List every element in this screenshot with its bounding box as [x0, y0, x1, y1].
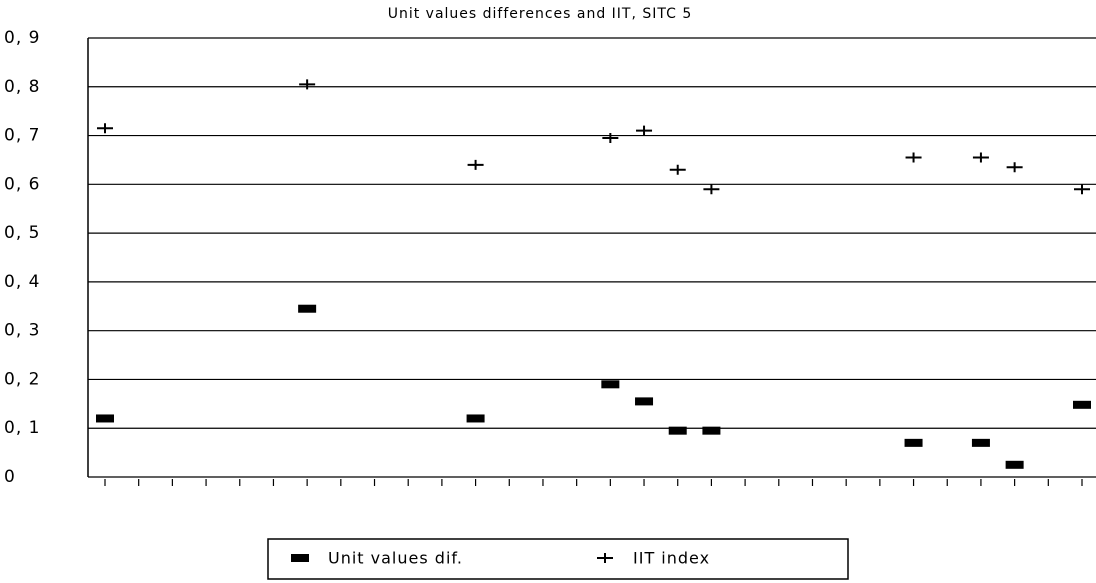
marker — [1073, 400, 1091, 409]
marker — [669, 164, 686, 175]
marker — [905, 152, 922, 163]
marker — [298, 304, 317, 313]
marker — [299, 79, 316, 90]
legend-label: Unit values dif. — [328, 549, 463, 568]
marker — [597, 553, 613, 563]
y-tick-label: 0, 9 — [4, 28, 40, 48]
y-tick-label: 0, 5 — [4, 223, 40, 243]
marker — [703, 184, 720, 195]
y-tick-label: 0, 6 — [4, 174, 40, 194]
y-tick-label: 0, 7 — [4, 126, 40, 146]
marker — [1074, 184, 1090, 195]
legend-label: IIT index — [633, 549, 710, 568]
marker — [972, 152, 989, 163]
marker — [291, 554, 309, 562]
chart-title: Unit values differences and IIT, SITC 5 — [388, 6, 693, 22]
marker — [96, 414, 114, 423]
marker — [635, 397, 654, 406]
marker — [636, 125, 653, 136]
marker — [702, 426, 721, 435]
y-tick-label: 0 — [4, 467, 16, 487]
marker — [467, 159, 484, 170]
marker — [1006, 162, 1023, 173]
marker — [668, 426, 687, 435]
marker — [601, 380, 620, 389]
marker — [602, 132, 619, 143]
legend-box — [267, 538, 849, 580]
y-tick-label: 0, 3 — [4, 321, 40, 341]
marker — [466, 414, 485, 423]
marker — [97, 123, 113, 134]
marker — [971, 438, 990, 447]
marker — [1005, 460, 1024, 469]
marker — [904, 438, 923, 447]
y-tick-label: 0, 4 — [4, 272, 40, 292]
y-tick-label: 0, 8 — [4, 77, 40, 97]
y-tick-label: 0, 2 — [4, 369, 40, 389]
y-tick-label: 0, 1 — [4, 418, 40, 438]
